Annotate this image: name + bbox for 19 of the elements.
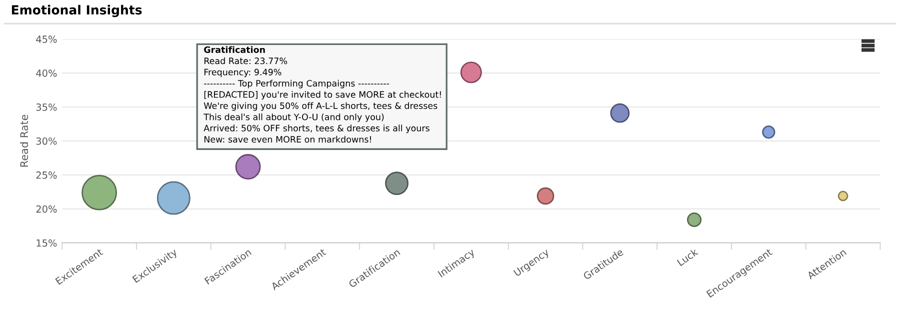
annotation: Gratification	[204, 46, 265, 53]
y-tick-label: 45%	[36, 36, 57, 43]
annotation: Arrived: 50% OFF shorts, tees & dresses is all yours	[204, 124, 430, 134]
y-tick-label: 35%	[36, 103, 57, 111]
x-tick-label: Luck	[676, 248, 699, 266]
annotation: This deal's all about Y-O-U (and only you)	[204, 113, 384, 122]
annotation: Frequency: 9.49%	[204, 68, 282, 78]
annotation: New: save even MORE on markdowns!	[204, 136, 371, 143]
annotation: We're giving you 50% off A-L-L shorts, tees & dresses	[204, 102, 438, 111]
chart-title: Emotional Insights	[12, 4, 142, 18]
annotation: Read Rate: 23.77%	[204, 57, 288, 64]
y-tick-label: 15%	[36, 239, 57, 247]
annotation: ---------- Top Performing Campaigns ----------	[204, 80, 390, 88]
y-tick-label: 25%	[36, 171, 57, 179]
y-tick-label: 30%	[36, 137, 57, 145]
y-tick-label: 20%	[36, 205, 57, 213]
annotation: [REDACTED] you're invited to save MORE at checkout!	[204, 91, 441, 100]
y-axis-title: Read Rate	[20, 114, 28, 167]
y-tick-label: 40%	[36, 70, 57, 77]
